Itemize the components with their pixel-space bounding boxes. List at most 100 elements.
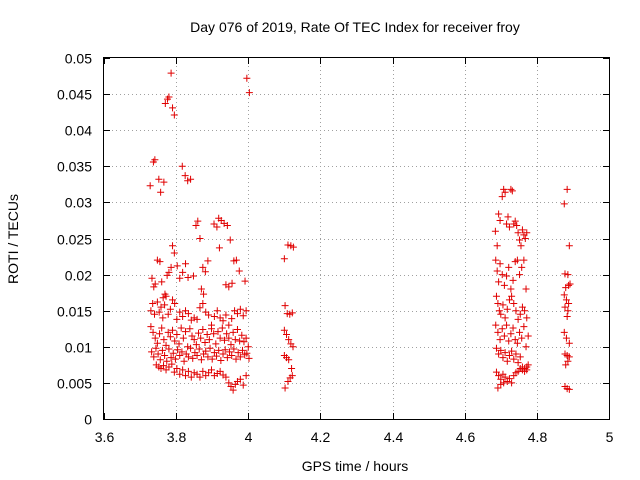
- data-point: [173, 315, 181, 323]
- data-point: [153, 298, 161, 306]
- data-point: [226, 348, 234, 356]
- data-point: [281, 302, 289, 310]
- data-point: [179, 268, 187, 276]
- data-point: [505, 263, 513, 271]
- data-point: [516, 236, 524, 244]
- data-point: [190, 369, 198, 377]
- data-point: [157, 303, 165, 311]
- data-point: [560, 328, 568, 336]
- data-point: [494, 328, 502, 336]
- data-point: [522, 343, 530, 351]
- data-point: [495, 278, 503, 286]
- data-point: [516, 271, 524, 279]
- data-point: [243, 74, 251, 82]
- data-point: [196, 304, 204, 312]
- data-point: [167, 354, 175, 362]
- data-point: [160, 362, 168, 370]
- data-point: [509, 276, 517, 284]
- data-point: [503, 272, 511, 280]
- data-point: [240, 338, 248, 346]
- data-point: [192, 222, 200, 230]
- data-point: [232, 355, 240, 363]
- x-tick-label: 4.2: [311, 429, 331, 445]
- data-point: [284, 377, 292, 385]
- data-point: [511, 336, 519, 344]
- data-point: [167, 263, 175, 271]
- data-point: [234, 349, 242, 357]
- data-point: [216, 334, 224, 342]
- y-tick-label: 0.05: [65, 51, 92, 67]
- data-point: [495, 210, 503, 218]
- data-point: [498, 193, 506, 201]
- data-point: [213, 223, 221, 231]
- data-point: [521, 235, 529, 242]
- data-point: [508, 347, 516, 355]
- data-point: [516, 328, 524, 336]
- data-point: [233, 325, 241, 333]
- data-point: [148, 348, 156, 356]
- data-point: [562, 296, 570, 304]
- data-point: [210, 330, 218, 338]
- data-point: [280, 326, 288, 334]
- data-point: [216, 367, 224, 375]
- data-point: [510, 220, 518, 228]
- data-point: [226, 236, 234, 244]
- data-point: [225, 379, 233, 387]
- data-point: [285, 356, 293, 364]
- gridlines: [104, 58, 609, 419]
- data-point: [201, 338, 209, 346]
- y-tick-label: 0.005: [57, 376, 92, 392]
- data-point: [199, 325, 207, 333]
- data-point: [219, 317, 227, 325]
- data-point: [566, 280, 574, 288]
- data-point: [153, 339, 161, 347]
- data-point: [205, 369, 213, 377]
- data-point: [493, 267, 501, 275]
- data-point: [492, 256, 500, 264]
- data-point: [176, 351, 184, 359]
- data-point: [565, 353, 573, 361]
- data-point: [181, 172, 189, 180]
- data-point: [187, 373, 195, 381]
- data-point: [193, 351, 201, 359]
- data-point: [186, 325, 194, 333]
- data-point: [165, 93, 173, 101]
- data-point: [500, 185, 508, 193]
- data-point: [565, 385, 573, 393]
- data-point: [220, 336, 228, 344]
- data-point: [510, 299, 518, 307]
- data-point: [501, 314, 509, 322]
- data-point: [235, 267, 243, 275]
- data-point: [518, 263, 526, 271]
- data-point: [565, 281, 573, 289]
- data-point: [176, 370, 184, 378]
- data-point: [500, 379, 508, 387]
- data-point: [158, 346, 166, 354]
- data-point: [149, 328, 157, 336]
- y-tick-label: 0.02: [65, 268, 92, 284]
- data-point: [564, 357, 572, 365]
- data-point: [516, 353, 524, 361]
- data-point: [501, 349, 509, 357]
- data-point: [190, 314, 198, 322]
- data-point: [245, 354, 253, 362]
- data-point: [196, 373, 204, 381]
- data-point: [229, 328, 237, 336]
- data-point: [158, 324, 166, 332]
- data-point: [231, 336, 239, 344]
- data-point: [244, 343, 252, 351]
- data-point: [228, 315, 236, 323]
- data-point: [227, 383, 235, 391]
- data-point: [513, 339, 521, 347]
- data-point: [511, 217, 519, 225]
- data-point: [182, 307, 190, 315]
- data-point: [187, 344, 195, 352]
- data-point: [179, 334, 187, 342]
- data-point: [518, 334, 526, 342]
- data-point: [155, 175, 163, 183]
- data-point: [150, 353, 158, 361]
- data-point: [512, 307, 520, 315]
- data-point: [171, 299, 179, 307]
- data-point: [241, 277, 249, 285]
- data-point: [222, 373, 230, 381]
